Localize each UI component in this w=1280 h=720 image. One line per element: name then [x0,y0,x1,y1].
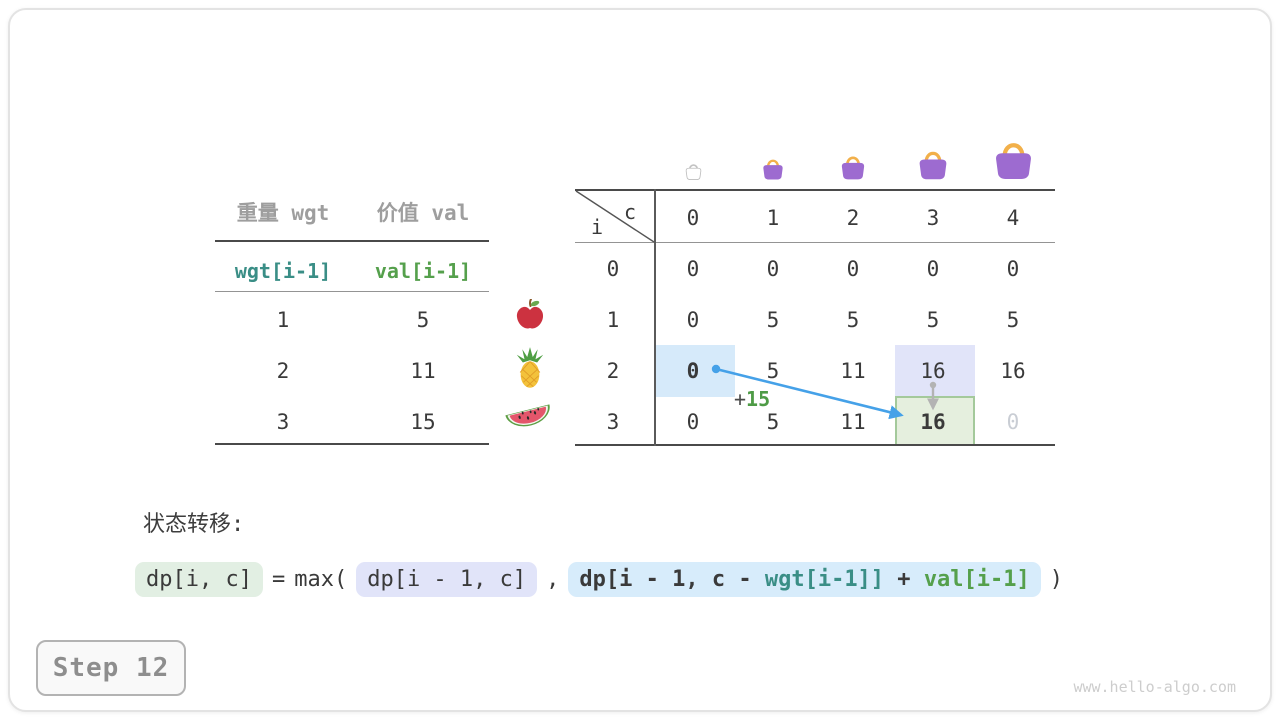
dp-cell-0-3: 0 [926,257,940,281]
items-index-wgt: wgt[i-1] [234,259,332,283]
item-1-value: 5 [416,308,430,332]
step-badge: Step 12 [36,640,186,696]
dp-col-header-2: 2 [846,206,860,230]
dp-col-header-3: 3 [926,206,940,230]
items-table-rule-top [215,240,489,242]
bag-icon-xlarge [996,143,1031,180]
plus-value: 15 [746,387,771,411]
step-label: Step 12 [52,653,170,683]
dp-col-header-0: 0 [686,206,700,230]
formula-arg2-prefix: dp[i - 1, c - [579,567,765,592]
dp-cell-1-3: 5 [926,308,940,332]
formula-arg2-val: val[i-1] [923,567,1030,592]
formula-arg2: dp[i - 1, c - wgt[i-1]] + val[i-1] [568,562,1041,597]
formula-close: ) [1049,567,1064,592]
items-table-rule-mid [215,291,489,292]
dp-cell-1-2: 5 [846,308,860,332]
formula-comma: , [546,567,560,592]
watermelon-icon [505,404,550,427]
items-table-rule-bottom [215,443,489,445]
dp-table-rule-bottom [575,444,1055,446]
items-index-val: val[i-1] [374,259,472,283]
state-transition-label: 状态转移: [143,512,245,537]
dp-cell-0-1: 0 [766,257,780,281]
dp-cell-3-4: 0 [1006,410,1020,434]
dp-cell-2-4: 16 [1000,359,1026,383]
formula-lhs: dp[i, c] [135,562,263,597]
bag-outline-icon [685,164,702,180]
dp-cell-3-2: 11 [840,410,866,434]
dp-cell-2-2: 11 [840,359,866,383]
transition-add-label: +15 [734,387,770,411]
plus-sign: + [734,387,747,411]
highlight-dp-2-3 [895,345,975,397]
dp-cell-0-2: 0 [846,257,860,281]
formula-max-open: max( [294,567,348,592]
item-2-weight: 2 [276,359,290,383]
dp-cell-0-0: 0 [686,257,700,281]
formula-arg2-plus: + [884,567,924,592]
dp-cell-1-4: 5 [1006,308,1020,332]
watermark: www.hello-algo.com [1073,678,1236,696]
dp-cell-2-0: 0 [686,359,700,383]
dp-cell-2-3: 16 [920,359,946,383]
item-3-weight: 3 [276,410,290,434]
dp-row-header-1: 1 [606,308,620,332]
dp-cell-1-1: 5 [766,308,780,332]
dp-cell-0-4: 0 [1006,257,1020,281]
formula-arg1: dp[i - 1, c] [356,562,538,597]
dp-cell-3-3: 16 [920,410,946,434]
pineapple-icon [516,347,544,388]
dp-row-header-3: 3 [606,410,620,434]
dp-cell-2-1: 5 [766,359,780,383]
item-3-value: 15 [410,410,436,434]
formula-equals: = [271,567,286,592]
bag-icon-medium [841,156,865,180]
item-2-value: 11 [410,359,436,383]
dp-table-rule-header [575,242,1055,243]
formula-arg2-wgt: wgt[i-1]] [764,567,885,592]
dp-row-header-0: 0 [606,257,620,281]
dp-cell-3-0: 0 [686,410,700,434]
apple-icon [516,299,544,329]
state-transition-formula: dp[i, c] = max( dp[i - 1, c] , dp[i - 1,… [135,562,1063,597]
dp-cell-1-0: 0 [686,308,700,332]
dp-table-rule-vertical [654,189,656,446]
dp-table-rule-top [575,189,1055,191]
dp-corner-col-label: c [623,200,637,224]
dp-row-header-2: 2 [606,359,620,383]
dp-corner-row-label: i [590,215,604,239]
dp-col-header-4: 4 [1006,206,1020,230]
dp-cell-3-1: 5 [766,410,780,434]
items-col-header-value: 价值 val [376,201,470,225]
bag-icon-small [763,159,783,180]
items-col-header-weight: 重量 wgt [236,201,330,225]
bag-icon-large [919,151,947,180]
dp-col-header-1: 1 [766,206,780,230]
item-1-weight: 1 [276,308,290,332]
